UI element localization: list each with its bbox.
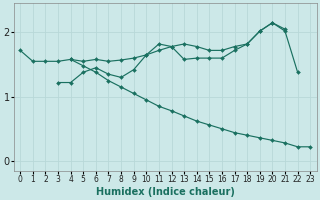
X-axis label: Humidex (Indice chaleur): Humidex (Indice chaleur)	[96, 187, 235, 197]
